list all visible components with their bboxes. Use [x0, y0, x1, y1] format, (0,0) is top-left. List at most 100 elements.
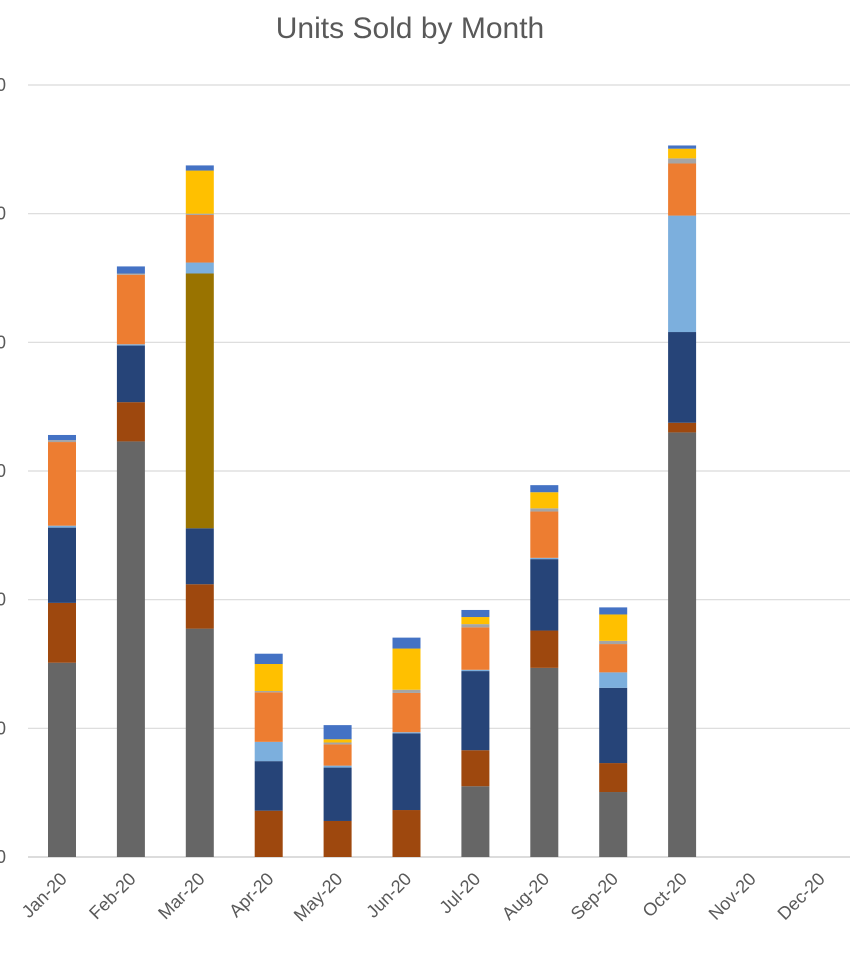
- bar-segment-mar-20-s2: [185, 584, 214, 629]
- gridlines: [28, 84, 850, 858]
- bar-segment-mar-20-s1: [185, 628, 214, 857]
- bar-segment-feb-20-s3: [116, 345, 145, 403]
- bar-segment-jun-20-s5: [392, 732, 421, 734]
- bar-segment-feb-20-s6: [116, 274, 145, 345]
- x-tick-label: Sep-20: [567, 869, 622, 924]
- bar-segment-may-20-s2: [323, 820, 352, 857]
- x-tick-label: May-20: [290, 869, 347, 926]
- y-tick-label: 0: [0, 847, 6, 867]
- bar-segment-sep-20-s5: [599, 672, 628, 688]
- x-axis-tick-labels: Jan-20 Feb-20 Mar-20 Apr-20 May-20 Jun-20 Jul-…: [18, 869, 829, 926]
- bar-segment-jun-20-s6: [392, 692, 421, 733]
- bar-segment-oct-20-s1: [668, 432, 697, 857]
- bar-segment-may-20-s9: [323, 725, 352, 740]
- bar-segment-oct-20-s8: [668, 148, 697, 159]
- x-tick-label: Mar-20: [154, 869, 208, 923]
- bar-segment-jan-20-s9: [48, 434, 76, 441]
- bar-segment-aug-20-s1: [530, 667, 559, 857]
- bar-segment-aug-20-s2: [530, 630, 559, 668]
- y-tick-label: 0: [0, 718, 6, 738]
- bar-segment-mar-20-s9: [185, 165, 214, 171]
- bar-segment-jun-20-s2: [392, 810, 421, 857]
- bar-segment-jan-20-s5: [48, 525, 76, 528]
- bar-segment-jan-20-s3: [48, 527, 76, 603]
- bar-segment-jan-20-s6: [48, 442, 76, 526]
- bar-segment-feb-20-s5: [116, 344, 145, 346]
- bar-segment-aug-20-s5: [530, 557, 559, 560]
- bar-segment-mar-20-s7: [185, 213, 214, 215]
- bar-segment-mar-20-s3: [185, 528, 214, 585]
- bar-segment-feb-20-s1: [116, 441, 145, 857]
- x-tick-label: Apr-20: [225, 869, 277, 921]
- y-tick-label: 0: [0, 75, 6, 95]
- bar-segment-aug-20-s9: [530, 485, 559, 493]
- x-tick-label: Aug-20: [498, 869, 553, 924]
- bar-segment-oct-20-s7: [668, 158, 697, 164]
- bar-segment-aug-20-s8: [530, 492, 559, 509]
- bar-segment-jun-20-s8: [392, 648, 421, 690]
- bar-segment-jun-20-s9: [392, 637, 421, 649]
- y-tick-label: 0: [0, 461, 6, 481]
- bar-segment-jul-20-s5: [461, 669, 490, 672]
- bar-segment-may-20-s8: [323, 739, 352, 743]
- bar-segment-oct-20-s6: [668, 163, 697, 216]
- bar-segment-may-20-s7: [323, 742, 352, 745]
- bar-segment-sep-20-s9: [599, 607, 628, 615]
- bar-segment-jun-20-s3: [392, 733, 421, 811]
- y-tick-label: 0: [0, 590, 6, 610]
- x-tick-label: Feb-20: [85, 869, 139, 923]
- bar-segment-apr-20-s2: [254, 810, 283, 857]
- bar-segment-mar-20-s5: [185, 262, 214, 274]
- bar-segment-jul-20-s8: [461, 617, 490, 625]
- bar-segment-sep-20-s7: [599, 640, 628, 645]
- x-tick-label: Nov-20: [705, 869, 760, 924]
- bar-segment-jun-20-s7: [392, 689, 421, 693]
- bar-segment-apr-20-s9: [254, 653, 283, 664]
- bar-segment-jan-20-s1: [48, 662, 76, 857]
- bar-segment-aug-20-s7: [530, 508, 559, 512]
- bar-segment-aug-20-s3: [530, 559, 559, 631]
- y-tick-label: 0: [0, 332, 6, 352]
- y-axis-tick-labels: 0 0 0 0 0 0 0: [0, 75, 6, 867]
- bar-segment-jul-20-s6: [461, 627, 490, 670]
- bar-segment-jul-20-s2: [461, 750, 490, 787]
- bar-segment-jul-20-s3: [461, 671, 490, 751]
- bar-segment-sep-20-s2: [599, 763, 628, 793]
- bar-segment-feb-20-s7: [116, 273, 145, 275]
- bar-segment-may-20-s3: [323, 767, 352, 821]
- bar-segment-sep-20-s3: [599, 687, 628, 764]
- bar-segment-apr-20-s3: [254, 761, 283, 811]
- y-tick-label: 0: [0, 204, 6, 224]
- bar-segment-mar-20-s6: [185, 214, 214, 263]
- bar-segment-sep-20-s6: [599, 644, 628, 673]
- bar-segment-apr-20-s5: [254, 741, 283, 762]
- bar-segment-feb-20-s2: [116, 402, 145, 442]
- bar-segment-sep-20-s8: [599, 614, 628, 641]
- bar-segment-mar-20-s8: [185, 170, 214, 214]
- bar-segment-may-20-s6: [323, 744, 352, 766]
- bar-segment-jul-20-s9: [461, 609, 490, 618]
- bar-segment-apr-20-s7: [254, 691, 283, 693]
- bar-segment-apr-20-s8: [254, 664, 283, 692]
- bar-segment-oct-20-s3: [668, 332, 697, 423]
- bar-segment-apr-20-s6: [254, 692, 283, 742]
- bar-segment-mar-20-s4: [185, 273, 214, 529]
- x-tick-label: Jan-20: [18, 869, 71, 922]
- bar-segment-sep-20-s1: [599, 792, 628, 857]
- bar-segment-oct-20-s2: [668, 422, 697, 433]
- bar-segment-jul-20-s1: [461, 786, 490, 857]
- bar-segment-oct-20-s9: [668, 145, 697, 149]
- x-tick-label: Jun-20: [362, 869, 415, 922]
- bar-segment-aug-20-s6: [530, 511, 559, 558]
- bars: [48, 145, 697, 857]
- bar-segment-jan-20-s2: [48, 602, 76, 663]
- chart-title: Units Sold by Month: [275, 12, 545, 45]
- bar-segment-jan-20-s7: [48, 440, 76, 443]
- x-tick-label: Jul-20: [435, 869, 484, 918]
- bar-segment-may-20-s5: [323, 765, 352, 768]
- bar-segment-jul-20-s7: [461, 624, 490, 628]
- bar-segment-oct-20-s5: [668, 215, 697, 333]
- x-tick-label: Dec-20: [774, 869, 829, 924]
- x-tick-label: Oct-20: [639, 869, 691, 921]
